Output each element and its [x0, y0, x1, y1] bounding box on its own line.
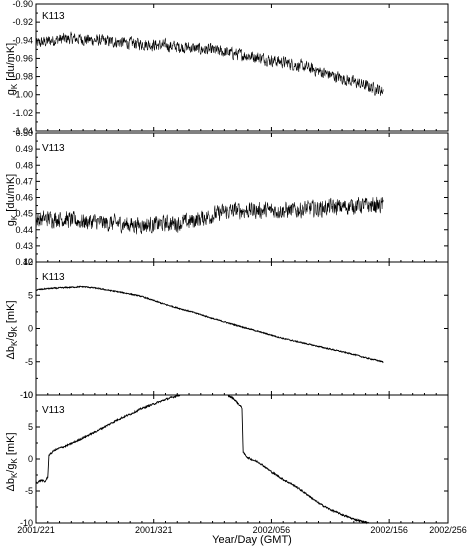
y-tick-label: 0.44	[15, 225, 33, 235]
x-axis-label: Year/Day (GMT)	[212, 534, 292, 546]
panel-label: V113	[42, 143, 65, 154]
series-line	[35, 285, 384, 364]
y-tick-label: -1.04	[12, 126, 33, 136]
x-tick-label: 2002/256	[429, 525, 467, 535]
y-tick-label: -0.98	[12, 72, 33, 82]
y-axis-label: ΔbK/gK [mK]	[5, 300, 19, 359]
y-tick-label: -1.02	[12, 108, 33, 118]
y-tick-label: 0	[28, 324, 33, 334]
panel-v113-baseline: V113 ΔbK/gK [mK] -10 -5 0 5 10	[5, 390, 449, 528]
y-tick-label: 5	[28, 290, 33, 300]
series-line	[35, 31, 384, 96]
y-axis-label: gK [du/mK]	[5, 43, 19, 95]
y-tick-label: 0.42	[15, 257, 33, 267]
y-tick-label: 10	[23, 257, 33, 267]
panel-label: K113	[42, 11, 65, 22]
y-tick-label: 0.49	[15, 144, 33, 154]
panel-k113-gain: K113 gK [du/mK] -1.04 -1.02 -1.00 -0.98 -0.9…	[5, 0, 449, 136]
y-tick-label: 0.43	[15, 241, 33, 251]
x-tick-label: 2002/056	[253, 525, 291, 535]
x-tick-label: 2002/156	[370, 525, 408, 535]
x-tick-label: 2001/221	[17, 525, 55, 535]
y-tick-label: -5	[25, 486, 33, 496]
y-tick-label: -10	[20, 518, 33, 528]
y-tick-label: 0.50	[15, 128, 33, 138]
y-tick-label: 0	[28, 454, 33, 464]
x-tick-label: 2001/321	[135, 525, 173, 535]
y-tick-label: -0.94	[12, 35, 33, 45]
y-tick-label: -10	[20, 390, 33, 400]
y-tick-label: -5	[25, 357, 33, 367]
panel-label: V113	[42, 405, 65, 416]
y-tick-label: 0.45	[15, 209, 33, 219]
y-tick-label: -0.96	[12, 53, 33, 63]
y-axis-label: gK [du/mK]	[5, 174, 19, 226]
y-tick-label: 10	[23, 390, 33, 400]
panel-label: K113	[42, 272, 65, 283]
y-tick-label: 0.46	[15, 193, 33, 203]
y-tick-label: 5	[28, 422, 33, 432]
y-tick-label: -1.00	[12, 90, 33, 100]
y-tick-label: -0.90	[12, 0, 33, 9]
series-line	[35, 196, 384, 235]
series-line	[35, 393, 384, 525]
y-tick-label: -0.92	[12, 17, 33, 27]
y-axis-label: ΔbK/gK [mK]	[5, 432, 19, 491]
y-tick-label: 0.48	[15, 160, 33, 170]
y-tick-label: 0.47	[15, 176, 33, 186]
